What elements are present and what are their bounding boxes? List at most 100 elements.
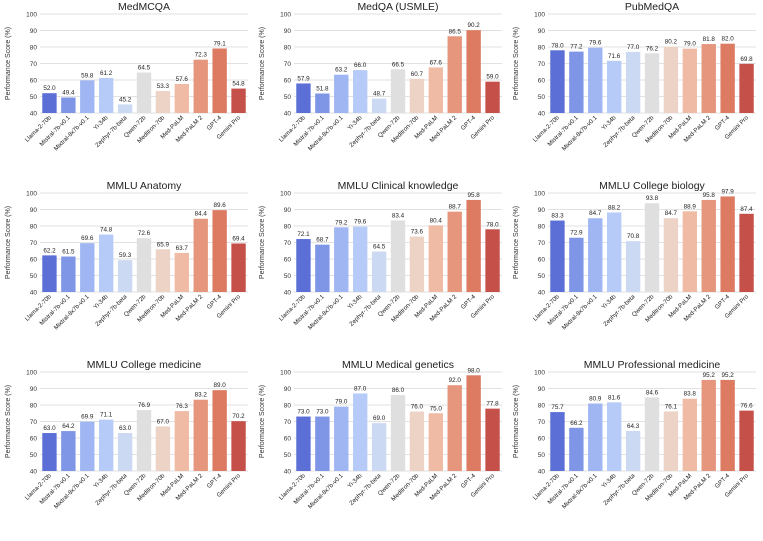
bar [98,234,114,292]
bar [193,59,208,113]
x-tick-label: Mixtral-8x7b-v0.1 [307,472,345,510]
bar [569,51,584,113]
x-tick-label: Yi-34b [346,293,364,311]
x-tick-label: GPT-4 [460,114,478,132]
data-label: 70.2 [232,413,245,420]
bar [485,408,500,471]
bar [42,433,57,471]
y-tick-label: 40 [284,289,292,296]
data-label: 83.3 [551,213,564,220]
data-label: 86.5 [449,28,462,35]
y-tick-label: 80 [538,44,546,51]
y-tick-label: 70 [538,240,546,247]
y-tick-label: 50 [538,452,546,459]
data-label: 80.9 [589,396,602,403]
data-label: 73.0 [297,409,310,416]
bar [739,63,754,113]
bar [625,51,641,113]
bar [371,423,387,471]
y-tick-label: 40 [538,110,546,117]
bar [155,426,171,471]
x-tick-label: Yi-34b [92,472,110,490]
x-tick-label: Mixtral-8x7b-v0.1 [561,114,599,152]
y-tick-label: 50 [284,94,292,101]
y-tick-label: 90 [284,28,292,35]
data-label: 64.2 [62,423,75,430]
y-tick-label: 70 [30,419,38,426]
y-axis-label: Performance Score (%) [259,27,266,100]
y-tick-label: 70 [284,61,292,68]
y-tick-label: 60 [30,435,38,442]
data-label: 97.9 [722,188,735,195]
y-tick-label: 80 [538,223,546,230]
data-label: 80.2 [665,39,678,46]
data-label: 78.0 [486,221,499,228]
data-label: 63.7 [176,245,189,252]
y-tick-label: 90 [30,386,38,393]
data-label: 81.8 [703,36,716,43]
data-label: 83.8 [684,391,697,398]
y-tick-label: 40 [30,468,38,475]
x-tick-label: Yi-34b [600,293,618,311]
data-label: 87.0 [354,385,367,392]
x-tick-label: GPT-4 [460,293,478,311]
data-label: 92.0 [449,377,462,384]
data-label: 65.9 [157,241,170,248]
data-label: 93.8 [646,195,659,202]
data-label: 49.4 [62,89,75,96]
y-tick-label: 70 [284,419,292,426]
data-label: 69.4 [232,235,245,242]
chart-panel: MMLU Professional medicine 40 50 60 70 80 90 10… [513,359,756,510]
data-label: 64.5 [373,244,386,251]
bar [606,212,622,292]
chart-panel: MedMCQA 40 50 60 70 80 90 100 Performance Score … [5,1,248,152]
data-label: 79.6 [354,219,367,226]
bar [569,427,584,471]
y-tick-label: 70 [538,61,546,68]
data-label: 63.2 [335,67,348,74]
data-label: 98.0 [468,367,481,374]
data-label: 64.3 [627,423,640,430]
bar [390,220,406,292]
chart-title: MMLU College biology [599,180,705,192]
y-tick-label: 100 [280,190,291,197]
y-tick-label: 100 [26,369,37,376]
bar [466,30,481,114]
data-label: 72.1 [297,231,310,238]
x-tick-label: Yi-34b [346,114,364,132]
data-label: 83.4 [392,212,405,219]
data-label: 64.5 [138,65,151,72]
bar [136,238,152,292]
data-label: 52.0 [43,85,56,92]
chart-title: MMLU Clinical knowledge [338,180,459,192]
data-label: 74.8 [100,227,113,234]
y-axis-label: Performance Score (%) [513,206,520,279]
y-tick-label: 70 [30,240,38,247]
data-label: 95.2 [722,372,735,379]
y-tick-label: 80 [284,44,292,51]
bar [550,50,565,113]
bar [390,395,406,471]
y-tick-label: 40 [284,468,292,475]
chart-title: MedMCQA [118,1,170,13]
y-tick-label: 70 [30,61,38,68]
y-axis-label: Performance Score (%) [5,27,12,100]
data-label: 95.8 [468,192,481,199]
data-label: 87.4 [740,206,753,213]
bar [352,70,368,113]
y-tick-label: 70 [284,240,292,247]
bar [315,416,330,471]
data-label: 69.8 [740,56,753,63]
x-tick-label: Mixtral-8x7b-v0.1 [53,114,91,152]
x-tick-label: Mixtral-8x7b-v0.1 [307,293,345,331]
y-tick-label: 50 [30,94,38,101]
data-label: 69.6 [81,235,94,242]
bar [663,46,679,113]
data-label: 79.1 [214,40,227,47]
bar [174,411,190,471]
chart-title: MMLU College medicine [87,359,202,371]
y-tick-label: 90 [30,207,38,214]
y-axis-label: Performance Score (%) [5,385,12,458]
y-axis-label: Performance Score (%) [513,385,520,458]
